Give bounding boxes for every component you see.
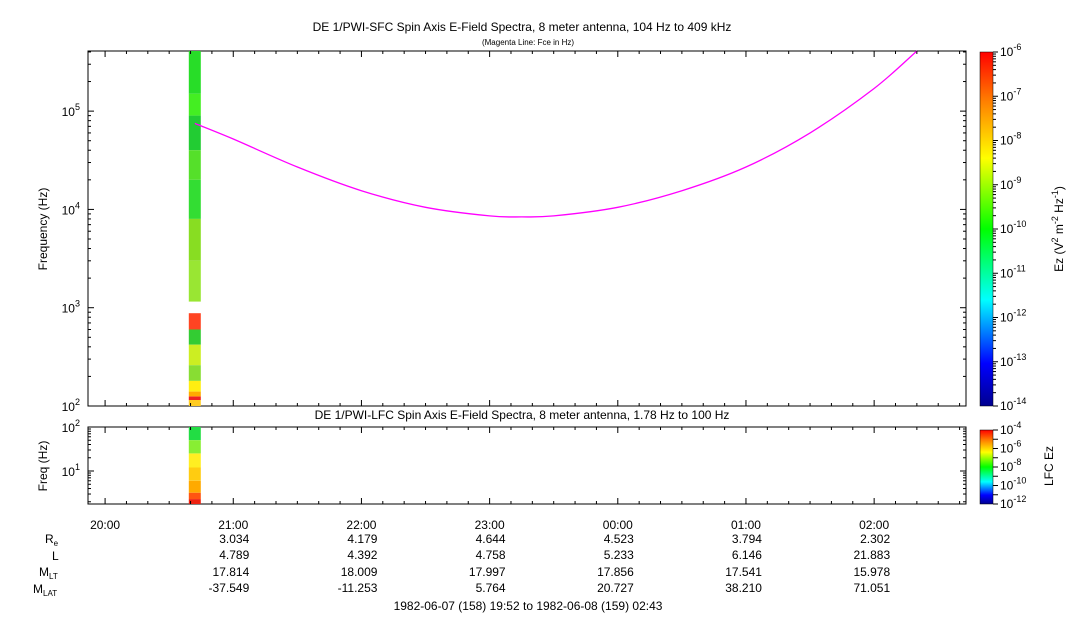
chart-marks: 10210310410510110210-610-710-810-910-101… <box>62 42 1027 595</box>
spectra-cell <box>188 115 201 151</box>
x-tick-label: 23:00 <box>475 518 505 532</box>
top-colorbar-label: Ez (V2 m-2 Hz-1) <box>1050 186 1066 272</box>
spectra-cell <box>188 365 201 381</box>
ephemeris-value: 4.758 <box>476 548 506 562</box>
ephemeris-row-labels: Re L MLT MLAT <box>33 532 59 598</box>
top-y-tick-label: 105 <box>62 102 80 119</box>
ephemeris-value: -37.549 <box>209 581 250 595</box>
ephemeris-value: 3.794 <box>732 532 762 546</box>
ephemeris-value: 17.541 <box>725 565 762 579</box>
top-panel-subtitle: (Magenta Line: Fce in Hz) <box>482 38 574 47</box>
bottom-y-axis-label: Freq (Hz) <box>36 441 50 492</box>
x-tick-label: 00:00 <box>603 518 633 532</box>
ephemeris-label-re: Re <box>45 532 59 548</box>
bottom-panel-title: DE 1/PWI-LFC Spin Axis E-Field Spectra, … <box>315 408 730 422</box>
ephemeris-value: 4.392 <box>347 548 377 562</box>
bottom-colorbar-tick-label: 10-12 <box>1000 494 1026 511</box>
top-y-tick-label: 104 <box>62 200 80 217</box>
ephemeris-value: 21.883 <box>853 548 890 562</box>
ephemeris-value: 17.856 <box>597 565 634 579</box>
ephemeris-value: 71.051 <box>853 581 890 595</box>
x-tick-label: 01:00 <box>731 518 761 532</box>
spectra-cell <box>188 150 201 180</box>
ephemeris-value: 4.179 <box>347 532 377 546</box>
top-y-tick-label: 103 <box>62 299 80 316</box>
spectra-cell <box>188 93 201 116</box>
bottom-colorbar-tick-label: 10-8 <box>1000 457 1021 474</box>
bottom-y-tick-label: 101 <box>62 462 80 479</box>
bottom-colorbar-tick-label: 10-4 <box>1000 420 1021 437</box>
ephemeris-label-mlat: MLAT <box>33 582 57 598</box>
ephemeris-value: 17.997 <box>469 565 506 579</box>
top-colorbar-tick-label: 10-10 <box>1000 219 1026 236</box>
x-tick-label: 21:00 <box>218 518 248 532</box>
spectra-cell <box>188 313 201 330</box>
top-colorbar-tick-label: 10-13 <box>1000 352 1026 369</box>
ephemeris-value: 4.523 <box>604 532 634 546</box>
top-y-axis-label: Frequency (Hz) <box>36 188 50 271</box>
spectra-cell <box>188 396 201 401</box>
spectra-cell <box>188 427 201 441</box>
bottom-colorbar <box>979 429 994 505</box>
fce-line <box>194 50 918 218</box>
ephemeris-label-l: L <box>52 549 59 563</box>
spectra-cell <box>188 260 201 302</box>
spectra-cell <box>188 467 201 481</box>
bottom-colorbar-label: LFC Ez <box>1042 446 1056 486</box>
ephemeris-value: 18.009 <box>341 565 378 579</box>
ephemeris-value: 17.814 <box>213 565 250 579</box>
bottom-colorbar-tick-label: 10-10 <box>1000 476 1026 493</box>
spectra-cell <box>188 218 201 261</box>
top-colorbar-tick-label: 10-14 <box>1000 396 1026 413</box>
top-panel-title: DE 1/PWI-SFC Spin Axis E-Field Spectra, … <box>313 20 732 34</box>
top-colorbar-tick-label: 10-11 <box>1000 263 1026 280</box>
time-range-footer: 1982-06-07 (158) 19:52 to 1982-06-08 (15… <box>394 599 663 613</box>
bottom-y-tick-label: 102 <box>62 418 80 435</box>
spectra-cell <box>188 440 201 454</box>
ephemeris-value: 3.034 <box>219 532 249 546</box>
ephemeris-value: 6.146 <box>732 548 762 562</box>
top-colorbar-tick-label: 10-7 <box>1000 86 1021 103</box>
spectra-cell <box>188 400 201 406</box>
ephemeris-value: 5.764 <box>476 581 506 595</box>
spectra-cell <box>188 301 201 306</box>
spectra-cell <box>188 179 201 219</box>
ephemeris-value: 5.233 <box>604 548 634 562</box>
spectra-cell <box>188 499 201 504</box>
x-tick-label: 20:00 <box>90 518 120 532</box>
spectra-cell <box>188 453 201 468</box>
spectra-cell <box>188 344 201 366</box>
x-tick-label: 22:00 <box>346 518 376 532</box>
top-colorbar-tick-label: 10-6 <box>1000 42 1021 59</box>
ephemeris-value: 2.302 <box>860 532 890 546</box>
spectra-cell <box>188 480 201 493</box>
ephemeris-value: 15.978 <box>853 565 890 579</box>
top-colorbar-tick-label: 10-9 <box>1000 175 1021 192</box>
spectra-cell <box>188 380 201 392</box>
top-colorbar <box>979 51 994 407</box>
x-tick-label: 02:00 <box>859 518 889 532</box>
ephemeris-value: 4.644 <box>476 532 506 546</box>
ephemeris-value: -11.253 <box>338 581 378 595</box>
top-colorbar-tick-label: 10-8 <box>1000 131 1021 148</box>
ephemeris-value: 4.789 <box>219 548 249 562</box>
bottom-colorbar-tick-label: 10-6 <box>1000 439 1021 456</box>
spectra-cell <box>188 51 201 94</box>
top-y-tick-label: 102 <box>62 397 80 414</box>
top-colorbar-tick-label: 10-12 <box>1000 308 1026 325</box>
ephemeris-value: 38.210 <box>725 581 762 595</box>
spectra-cell <box>188 329 201 345</box>
ephemeris-label-mlt: MLT <box>39 565 58 581</box>
spectra-cell <box>188 391 201 397</box>
top-panel-frame <box>87 50 967 407</box>
ephemeris-value: 20.727 <box>597 581 634 595</box>
spectra-cell <box>188 492 201 500</box>
bottom-panel-frame <box>87 426 967 505</box>
